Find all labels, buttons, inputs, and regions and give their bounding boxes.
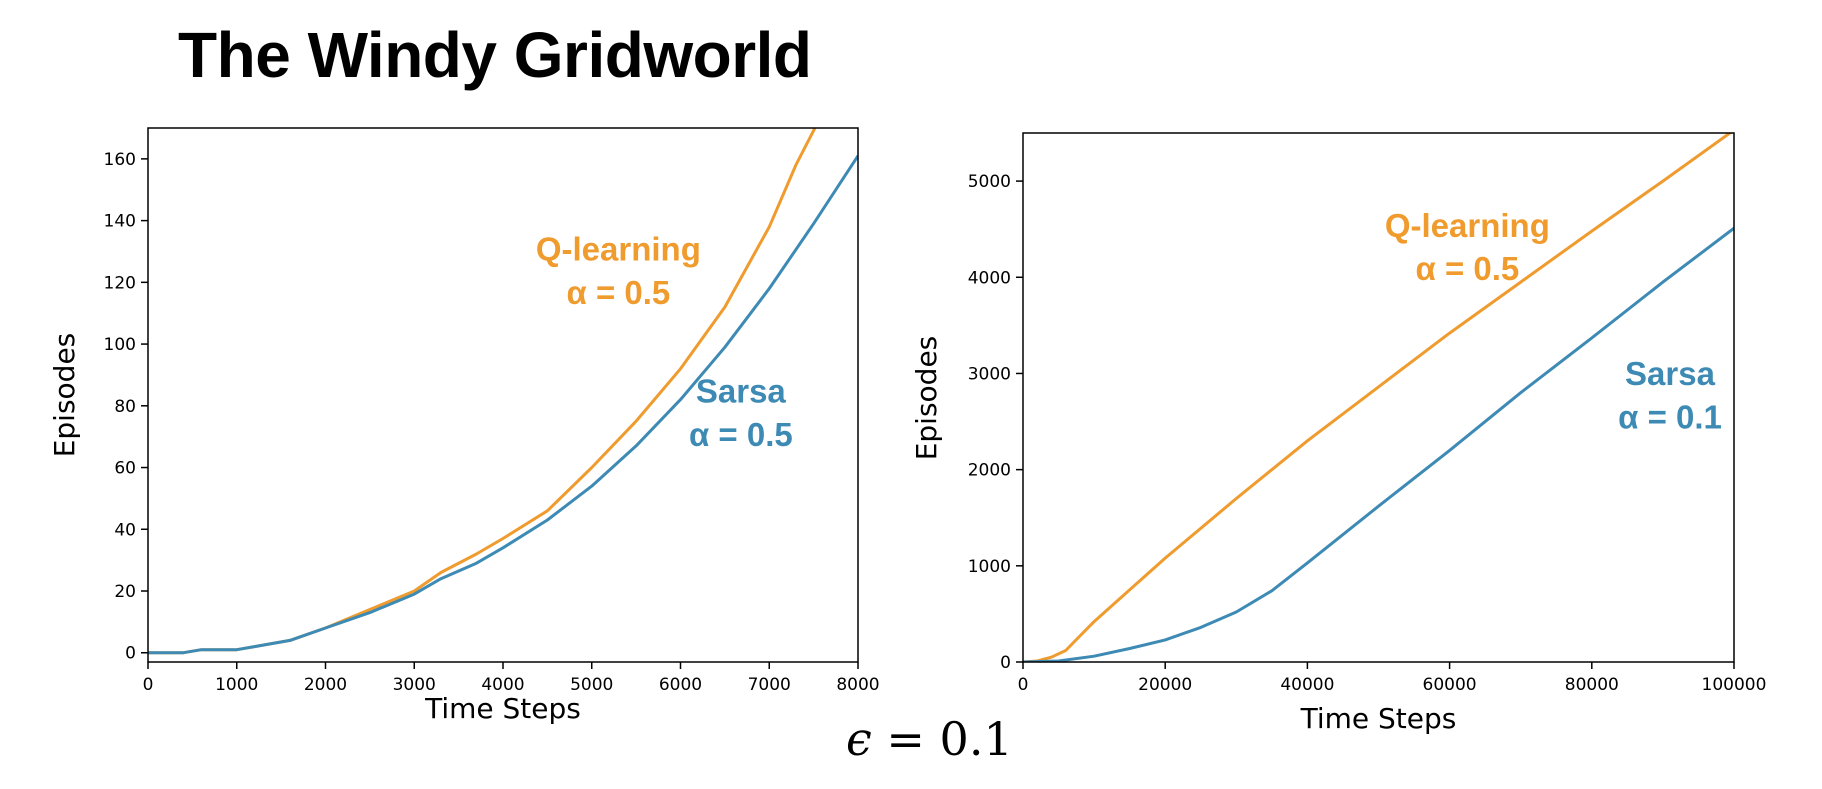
x-tick-label: 3000 <box>393 675 436 695</box>
x-axis-label: Time Steps <box>1300 702 1457 735</box>
y-tick-label: 100 <box>104 335 136 355</box>
y-tick-label: 80 <box>114 397 136 417</box>
chart-left: 0 1000 2000 3000 4000 5000 6000 7000 8000 0 20 40 60… <box>48 127 880 725</box>
x-tick-label: 5000 <box>570 675 613 695</box>
x-tick-label: 2000 <box>304 675 347 695</box>
series-annotation: α = 0.5 <box>1415 250 1519 287</box>
x-tick-label: 8000 <box>836 675 879 695</box>
x-axis-label: Time Steps <box>424 692 581 725</box>
x-tick-label: 6000 <box>659 675 702 695</box>
y-tick-label: 20 <box>114 582 136 602</box>
epsilon-symbol: ϵ <box>846 712 872 766</box>
series-annotation: Q-learning <box>1385 207 1550 244</box>
plot-frame <box>1022 132 1735 663</box>
x-tick-label: 40000 <box>1280 675 1334 695</box>
x-tick-label: 0 <box>1018 675 1029 695</box>
series-line-sarsa <box>148 154 858 655</box>
y-tick-label: 60 <box>114 459 136 479</box>
y-tick-label: 140 <box>104 212 136 232</box>
series-annotation: Sarsa <box>696 373 787 410</box>
y-tick-label: 4000 <box>968 268 1011 288</box>
y-tick-label: 0 <box>1000 653 1011 673</box>
y-tick-label: 5000 <box>968 172 1011 192</box>
epsilon-value: = 0.1 <box>871 712 1013 766</box>
y-tick-label: 40 <box>114 520 136 540</box>
x-tick-label: 80000 <box>1565 675 1619 695</box>
series-annotation: α = 0.5 <box>689 416 793 453</box>
series-annotation: Q-learning <box>536 231 701 268</box>
x-tick-label: 0 <box>143 675 154 695</box>
y-tick-label: 0 <box>125 644 136 664</box>
y-tick-label: 2000 <box>968 461 1011 481</box>
y-tick-label: 120 <box>104 273 136 293</box>
series-line-sarsa <box>1023 227 1734 662</box>
y-tick-label: 1000 <box>968 557 1011 577</box>
x-tick-label: 100000 <box>1702 675 1767 695</box>
x-tick-label: 4000 <box>481 675 524 695</box>
page-title: The Windy Gridworld <box>178 19 812 91</box>
chart-right: 0 20000 40000 60000 80000 100000 0 1000 2000 3000… <box>910 132 1767 735</box>
x-tick-label: 7000 <box>748 675 791 695</box>
y-tick-label: 160 <box>104 150 136 170</box>
x-tick-label: 60000 <box>1423 675 1477 695</box>
x-tick-label: 20000 <box>1138 675 1192 695</box>
series-annotation: Sarsa <box>1625 355 1716 392</box>
y-axis-label: Episodes <box>48 333 81 458</box>
y-tick-label: 3000 <box>968 364 1011 384</box>
y-axis-label: Episodes <box>910 336 943 461</box>
series-annotation: α = 0.1 <box>1618 398 1722 435</box>
series-annotation: α = 0.5 <box>566 274 670 311</box>
series-line-q-learning <box>1023 133 1733 662</box>
x-tick-label: 1000 <box>215 675 258 695</box>
epsilon-label: ϵ = 0.1 <box>846 712 1013 766</box>
